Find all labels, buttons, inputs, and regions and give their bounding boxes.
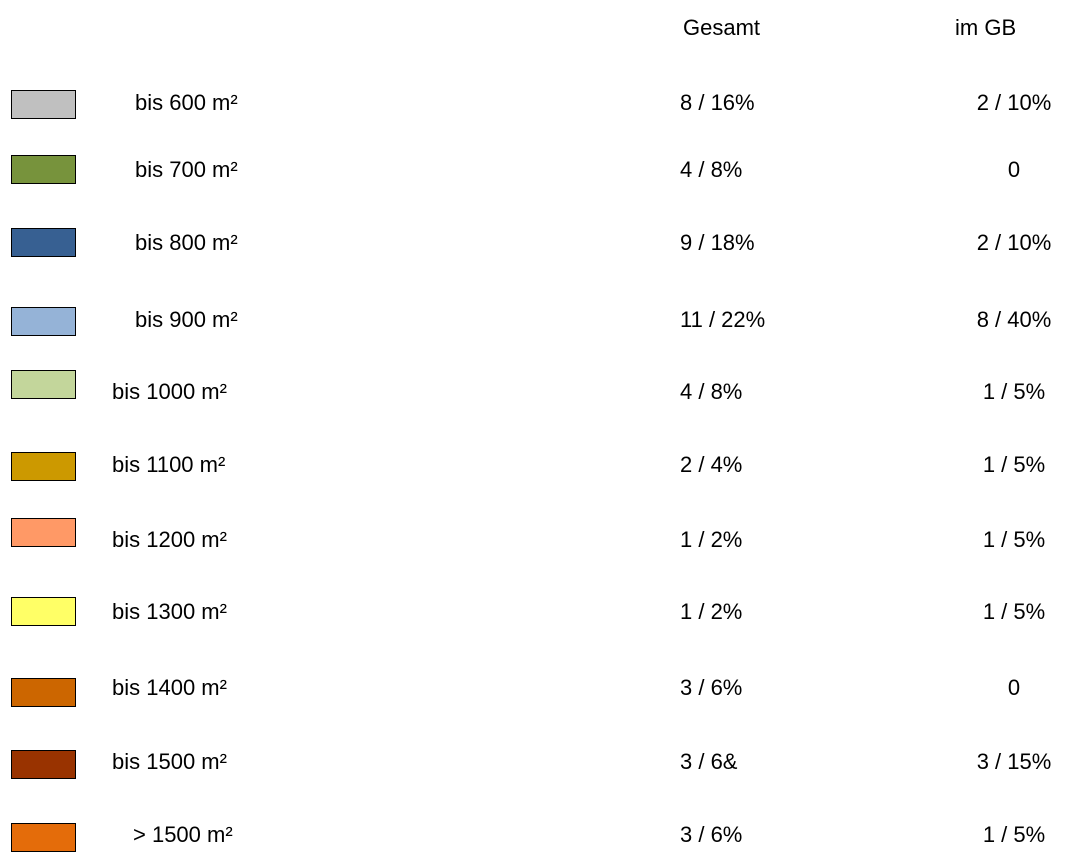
gesamt-value: 11 / 22% bbox=[680, 307, 766, 332]
row-label: bis 1400 m² bbox=[112, 675, 227, 700]
swatch bbox=[11, 370, 76, 399]
row-label: bis 900 m² bbox=[135, 307, 238, 332]
gb-value: 2 / 10% bbox=[976, 230, 1052, 255]
gesamt-value: 3 / 6% bbox=[680, 675, 743, 700]
gb-value: 2 / 10% bbox=[976, 90, 1052, 115]
gesamt-value: 9 / 18% bbox=[680, 230, 755, 255]
row-label: bis 1000 m² bbox=[112, 379, 227, 404]
swatch bbox=[11, 750, 76, 779]
gb-value: 1 / 5% bbox=[982, 452, 1046, 477]
gesamt-value: 3 / 6% bbox=[680, 822, 743, 847]
swatch bbox=[11, 678, 76, 707]
header-gb: im GB bbox=[955, 15, 1017, 40]
row-label: bis 1500 m² bbox=[112, 749, 227, 774]
row-label: bis 800 m² bbox=[135, 230, 238, 255]
header-gesamt: Gesamt bbox=[683, 15, 761, 40]
gb-value: 1 / 5% bbox=[982, 527, 1046, 552]
swatch bbox=[11, 228, 76, 257]
gb-value: 1 / 5% bbox=[982, 822, 1046, 847]
swatch bbox=[11, 307, 76, 336]
gesamt-value: 4 / 8% bbox=[680, 379, 743, 404]
gesamt-value: 8 / 16% bbox=[680, 90, 755, 115]
swatch bbox=[11, 518, 76, 547]
swatch bbox=[11, 155, 76, 184]
gesamt-value: 2 / 4% bbox=[680, 452, 743, 477]
gb-value: 0 bbox=[1007, 157, 1021, 182]
gb-value: 1 / 5% bbox=[982, 599, 1046, 624]
gesamt-value: 1 / 2% bbox=[680, 527, 743, 552]
row-label: bis 600 m² bbox=[135, 90, 238, 115]
row-label: > 1500 m² bbox=[133, 822, 233, 847]
gb-value: 3 / 15% bbox=[976, 749, 1052, 774]
swatch bbox=[11, 823, 76, 852]
row-label: bis 1100 m² bbox=[112, 452, 226, 477]
gesamt-value: 3 / 6& bbox=[680, 749, 738, 774]
row-label: bis 1300 m² bbox=[112, 599, 227, 624]
row-label: bis 1200 m² bbox=[112, 527, 227, 552]
gesamt-value: 4 / 8% bbox=[680, 157, 743, 182]
swatch bbox=[11, 90, 76, 119]
gb-value: 8 / 40% bbox=[976, 307, 1052, 332]
row-label: bis 700 m² bbox=[135, 157, 238, 182]
swatch bbox=[11, 597, 76, 626]
gb-value: 0 bbox=[1007, 675, 1021, 700]
gb-value: 1 / 5% bbox=[982, 379, 1046, 404]
gesamt-value: 1 / 2% bbox=[680, 599, 743, 624]
swatch bbox=[11, 452, 76, 481]
